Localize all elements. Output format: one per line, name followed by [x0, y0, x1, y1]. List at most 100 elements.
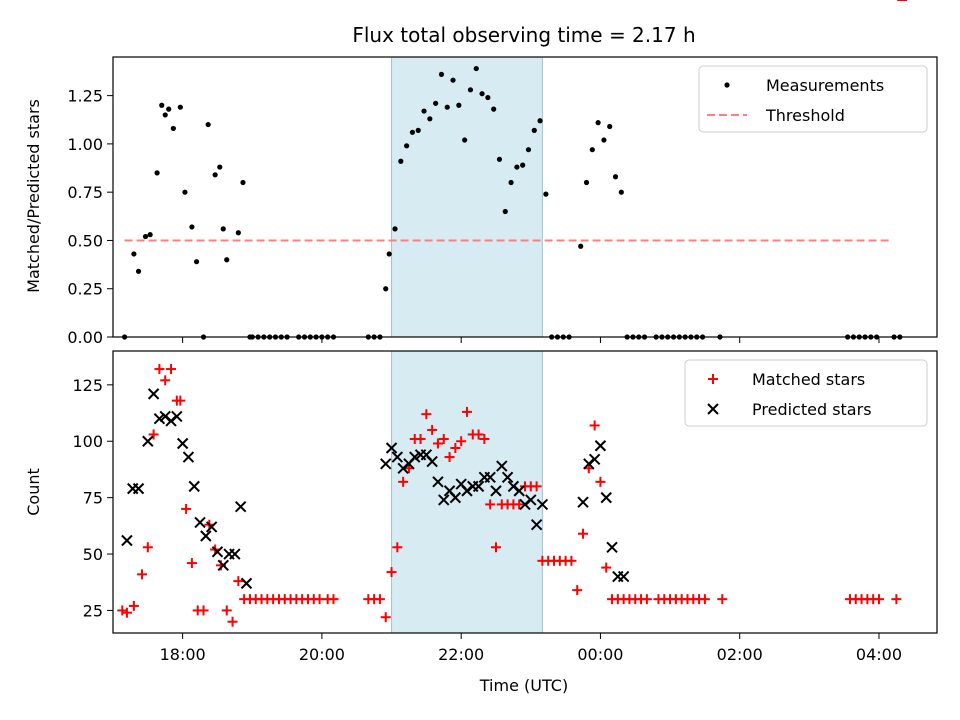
x-tick-label: 04:00 [856, 645, 902, 664]
marker-stroke [617, 570, 630, 583]
data-point [189, 224, 195, 230]
marker-stroke [380, 458, 392, 470]
data-point [520, 162, 526, 168]
data-point [588, 453, 601, 465]
data-point [444, 452, 455, 463]
data-point [485, 499, 496, 510]
plot-frame [112, 56, 938, 338]
data-point [137, 569, 148, 580]
data-point [572, 585, 583, 596]
x-tick-label: 02:00 [717, 645, 763, 664]
marker-stroke [606, 541, 618, 553]
data-point [415, 127, 421, 133]
data-point [514, 164, 520, 170]
data-point [530, 519, 543, 531]
data-point [432, 476, 444, 488]
marker-stroke [455, 478, 467, 490]
data-point [217, 559, 229, 572]
data-point [170, 125, 176, 132]
data-point [444, 104, 450, 110]
marker-stroke [147, 388, 160, 400]
data-point [438, 71, 445, 77]
marker-stroke [536, 498, 549, 511]
data-point [177, 104, 183, 110]
legend-marker [707, 403, 719, 415]
data-point [578, 528, 589, 539]
top-y-axis-title: Matched/Predicted stars [24, 99, 43, 293]
data-point [426, 455, 438, 468]
y-tick-label: 1.25 [67, 87, 103, 106]
marker-stroke [171, 410, 183, 423]
data-point [117, 605, 128, 616]
data-point [220, 226, 226, 232]
data-point [147, 388, 160, 400]
data-point [595, 120, 601, 126]
x-tick-label: 22:00 [438, 645, 484, 664]
legend-label: Matched stars [752, 370, 865, 389]
data-point [128, 600, 139, 611]
marker-stroke [188, 480, 200, 493]
data-point [380, 612, 391, 623]
data-point [601, 137, 607, 143]
data-point [496, 156, 503, 162]
data-point [142, 233, 149, 240]
bottom-y-axis-title: Count [24, 468, 43, 516]
marker-stroke [132, 482, 145, 495]
data-point [513, 485, 525, 497]
data-point [438, 494, 450, 506]
data-point [612, 174, 619, 180]
data-point [182, 451, 195, 463]
data-point [217, 164, 223, 170]
data-point [166, 106, 172, 112]
data-point [601, 562, 612, 573]
data-point [531, 127, 537, 133]
marker-stroke [507, 480, 520, 493]
data-point [456, 102, 462, 108]
data-point [380, 458, 392, 470]
data-point [121, 534, 133, 547]
marker-stroke [501, 471, 514, 484]
data-point [438, 433, 449, 444]
marker-stroke [142, 435, 154, 447]
data-point [132, 482, 145, 495]
data-point [618, 189, 624, 195]
data-point [392, 542, 403, 553]
data-point [450, 77, 456, 83]
data-point [427, 116, 433, 122]
marker-stroke [530, 519, 543, 531]
marker-stroke [211, 546, 224, 558]
marker-stroke [438, 494, 450, 506]
data-point [514, 499, 525, 510]
legend: Measurements Threshold [698, 65, 928, 133]
data-point [432, 438, 443, 449]
data-point [162, 112, 168, 118]
marker-stroke [217, 559, 229, 572]
marker-stroke [432, 476, 444, 488]
data-point [617, 570, 630, 583]
marker-stroke [443, 485, 456, 497]
data-point [502, 208, 508, 215]
data-point [234, 500, 247, 513]
data-point [194, 516, 206, 529]
marker-stroke [525, 494, 537, 506]
data-point [404, 143, 410, 149]
data-point [121, 607, 132, 618]
data-point [641, 594, 652, 605]
data-point [536, 498, 549, 511]
y-tick-label: 0.00 [67, 328, 103, 347]
data-point [537, 118, 543, 124]
data-point [240, 577, 253, 590]
data-point [235, 230, 241, 236]
y-tick-label: 0.75 [67, 183, 103, 202]
data-point [473, 65, 479, 72]
data-point [374, 594, 385, 605]
marker-stroke [234, 500, 247, 513]
data-point [456, 436, 467, 447]
data-point [154, 170, 160, 176]
data-point [421, 108, 427, 114]
marker-stroke [205, 521, 218, 533]
data-point [594, 440, 607, 452]
data-point [181, 503, 192, 514]
marker-stroke [391, 451, 404, 463]
data-point [198, 605, 209, 616]
